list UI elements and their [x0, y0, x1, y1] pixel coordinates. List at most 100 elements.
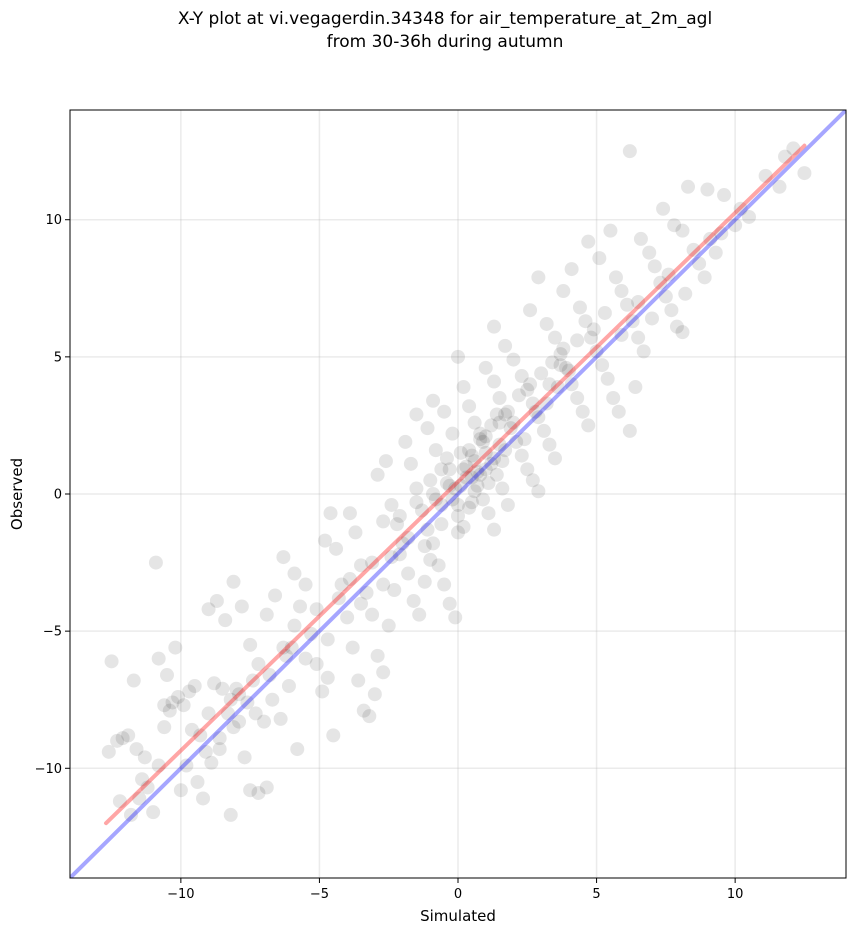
- data-point: [464, 470, 479, 485]
- data-point: [268, 588, 283, 603]
- data-point: [262, 668, 277, 683]
- data-point: [675, 223, 690, 238]
- data-point: [459, 459, 474, 474]
- data-point: [559, 360, 574, 375]
- data-point: [237, 750, 252, 765]
- data-point: [584, 330, 599, 345]
- data-point: [669, 319, 684, 334]
- y-tick-label: 5: [54, 350, 62, 365]
- data-point: [209, 593, 224, 608]
- data-point: [628, 380, 643, 395]
- data-point: [451, 525, 465, 540]
- data-point: [614, 327, 629, 342]
- y-tick-label: −10: [35, 762, 62, 777]
- data-point: [525, 396, 540, 411]
- data-point: [448, 610, 463, 625]
- data-point: [498, 407, 513, 422]
- grid-lines: [70, 110, 846, 878]
- data-point: [351, 673, 366, 688]
- data-point: [298, 651, 313, 666]
- data-point: [492, 391, 507, 405]
- data-point: [151, 651, 166, 666]
- data-point: [426, 487, 441, 501]
- data-point: [700, 182, 715, 197]
- data-point: [581, 234, 596, 249]
- data-point: [329, 541, 344, 556]
- data-point: [503, 421, 518, 436]
- data-point: [348, 525, 363, 540]
- data-point: [451, 497, 465, 512]
- data-point: [603, 223, 618, 238]
- data-point: [198, 744, 213, 759]
- data-point: [520, 382, 535, 397]
- data-point: [323, 506, 338, 521]
- data-point: [160, 668, 174, 683]
- data-point: [359, 585, 374, 600]
- data-point: [243, 783, 258, 798]
- data-point: [462, 399, 477, 414]
- data-point: [570, 333, 585, 348]
- y-axis-label: Observed: [8, 458, 26, 530]
- data-point: [387, 583, 402, 597]
- data-point: [376, 577, 391, 592]
- data-point: [459, 470, 474, 485]
- data-point: [678, 286, 693, 301]
- data-point: [661, 267, 676, 282]
- data-point: [484, 418, 499, 433]
- data-point: [245, 673, 260, 688]
- data-point: [409, 481, 424, 496]
- data-point: [248, 706, 263, 721]
- data-point: [182, 684, 197, 699]
- data-point: [176, 698, 191, 713]
- data-point: [561, 363, 576, 378]
- data-point: [345, 640, 360, 655]
- data-point: [487, 522, 502, 537]
- data-point: [495, 481, 510, 496]
- data-point: [478, 462, 493, 477]
- data-point: [586, 322, 601, 337]
- data-point: [487, 319, 502, 334]
- data-point: [545, 355, 560, 370]
- data-point: [403, 456, 418, 471]
- data-point: [392, 547, 407, 562]
- data-point: [168, 640, 183, 655]
- data-point: [251, 785, 266, 800]
- data-point: [614, 284, 629, 299]
- data-point: [622, 423, 637, 438]
- data-point: [495, 454, 510, 469]
- data-point: [473, 426, 488, 441]
- data-point: [259, 780, 274, 795]
- data-point: [201, 706, 216, 721]
- data-point: [101, 744, 116, 759]
- data-point: [420, 421, 435, 436]
- data-point: [434, 462, 449, 477]
- data-point: [212, 731, 227, 746]
- data-point: [506, 415, 521, 430]
- data-point: [146, 805, 161, 820]
- data-point: [428, 492, 443, 507]
- data-point: [401, 530, 416, 545]
- data-point: [473, 432, 488, 447]
- data-point: [420, 522, 435, 537]
- data-point: [434, 517, 449, 532]
- data-point: [451, 349, 465, 364]
- data-point: [600, 371, 615, 386]
- data-point: [317, 533, 332, 548]
- data-point: [631, 295, 646, 309]
- data-point: [622, 144, 637, 159]
- data-points: [101, 141, 812, 822]
- data-point: [462, 443, 477, 458]
- data-point: [309, 657, 324, 672]
- data-point: [556, 284, 571, 299]
- data-point: [370, 467, 385, 482]
- data-point: [234, 599, 249, 614]
- data-point: [484, 456, 499, 471]
- data-point: [342, 506, 357, 521]
- data-point: [647, 259, 662, 274]
- data-point: [797, 166, 812, 181]
- data-point: [606, 391, 621, 405]
- data-point: [223, 692, 238, 707]
- data-point: [287, 566, 302, 581]
- data-point: [220, 706, 235, 721]
- data-point: [697, 270, 712, 285]
